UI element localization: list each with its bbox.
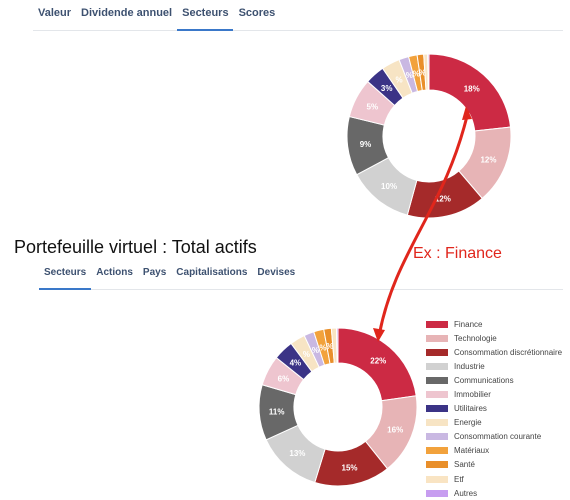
portfolio-tab-divider xyxy=(39,289,563,290)
legend-item-communications[interactable]: Communications xyxy=(426,373,562,387)
legend-swatch xyxy=(426,320,448,328)
legend-item-energie[interactable]: Energie xyxy=(426,416,562,430)
tab-actions[interactable]: Actions xyxy=(96,267,133,278)
top-tab-bar: Valeur Dividende annuel Secteurs Scores xyxy=(33,7,280,19)
legend-label: Etf xyxy=(454,474,464,484)
legend-swatch xyxy=(426,348,448,356)
top-tab-divider xyxy=(33,30,563,31)
legend-item-finance[interactable]: Finance xyxy=(426,317,562,331)
bottom-label-sante: % xyxy=(326,342,333,351)
bottom-slice-autres[interactable] xyxy=(335,327,339,364)
top-label-industrie: 10% xyxy=(381,182,397,191)
legend-label: Energie xyxy=(454,418,482,428)
top-label-finance: 18% xyxy=(464,84,480,93)
tab-devises[interactable]: Devises xyxy=(257,267,296,278)
donut-chart-top: 18% 12% 12% 10% 9% 5%3%%%%% xyxy=(346,53,512,219)
bottom-label-materiaux: % xyxy=(319,343,326,352)
tab-secteurs[interactable]: Secteurs xyxy=(44,267,87,278)
legend-label: Utilitaires xyxy=(454,404,487,414)
legend-label: Matériaux xyxy=(454,446,490,456)
bottom-label-technologie: 16% xyxy=(387,426,403,435)
bottom-label-consommation-courante: % xyxy=(312,346,319,355)
top-label-energie: % xyxy=(395,75,402,84)
legend-swatch xyxy=(426,376,448,384)
legend-label: Communications xyxy=(454,375,514,385)
tab-dividende-annuel[interactable]: Dividende annuel xyxy=(81,7,173,19)
legend-swatch xyxy=(426,334,448,342)
bottom-label-communications: 11% xyxy=(269,407,285,416)
donut-chart-bottom: 22% 16% 15% 13% 11% 6%4%%%%% xyxy=(258,327,418,487)
legend-label: Immobilier xyxy=(454,390,491,400)
legend-swatch xyxy=(426,362,448,370)
chart-legend: Finance Technologie Consommation discrétio… xyxy=(426,317,562,500)
legend-item-immobilier[interactable]: Immobilier xyxy=(426,387,562,401)
bottom-label-industrie: 13% xyxy=(289,449,305,458)
bottom-label-consommation-discretionnaire: 15% xyxy=(342,463,358,472)
bottom-label-immobilier: 6% xyxy=(278,375,290,384)
legend-label: Finance xyxy=(454,319,483,329)
legend-label: Industrie xyxy=(454,361,485,371)
legend-label: Consommation courante xyxy=(454,432,542,442)
active-tab-indicator xyxy=(39,288,91,290)
legend-swatch xyxy=(426,461,448,469)
top-label-technologie: 12% xyxy=(480,156,496,165)
legend-item-industrie[interactable]: Industrie xyxy=(426,359,562,373)
legend-swatch xyxy=(426,419,448,427)
top-slice-autres[interactable] xyxy=(427,53,430,91)
tab-capitalisations[interactable]: Capitalisations xyxy=(176,267,248,278)
top-label-communications: 9% xyxy=(360,140,372,149)
legend-swatch xyxy=(426,489,448,497)
top-label-consommation-discretionnaire: 12% xyxy=(435,194,451,203)
tab-scores[interactable]: Scores xyxy=(238,7,276,19)
legend-swatch xyxy=(426,433,448,441)
legend-swatch xyxy=(426,447,448,455)
arrow-head-bottom xyxy=(373,328,385,342)
top-label-immobilier: 5% xyxy=(367,102,379,111)
legend-label: Autres xyxy=(454,488,478,498)
top-label-consommation-courante: % xyxy=(406,71,413,80)
legend-swatch xyxy=(426,475,448,483)
legend-item-consommation-discretionnaire[interactable]: Consommation discrétionnaire xyxy=(426,345,562,359)
legend-item-technologie[interactable]: Technologie xyxy=(426,331,562,345)
legend-swatch xyxy=(426,405,448,413)
legend-label: Technologie xyxy=(454,333,497,343)
annotation-arrow xyxy=(377,110,470,338)
legend-item-utilitaires[interactable]: Utilitaires xyxy=(426,402,562,416)
legend-label: Consommation discrétionnaire xyxy=(454,347,563,357)
legend-item-sante[interactable]: Santé xyxy=(426,458,562,472)
legend-item-consommation-courante[interactable]: Consommation courante xyxy=(426,430,562,444)
top-label-materiaux: % xyxy=(413,69,420,78)
legend-item-materiaux[interactable]: Matériaux xyxy=(426,444,562,458)
page-title: Portefeuille virtuel : Total actifs xyxy=(14,237,257,257)
legend-item-autres[interactable]: Autres xyxy=(426,486,562,500)
top-label-utilitaires: 3% xyxy=(381,84,393,93)
arrow-head-top xyxy=(462,106,472,120)
tab-valeur[interactable]: Valeur xyxy=(38,7,72,19)
annotation-label: Ex : Finance xyxy=(413,245,502,262)
legend-label: Santé xyxy=(454,460,475,470)
tab-pays[interactable]: Pays xyxy=(142,267,167,278)
portfolio-tab-bar: Secteurs Actions Pays Capitalisations De… xyxy=(39,267,300,278)
top-label-sante: % xyxy=(419,68,426,77)
bottom-label-utilitaires: 4% xyxy=(290,359,302,368)
legend-swatch xyxy=(426,391,448,399)
bottom-label-finance: 22% xyxy=(370,357,386,366)
tab-secteurs[interactable]: Secteurs xyxy=(182,7,229,19)
bottom-label-energie: % xyxy=(303,350,310,359)
active-tab-indicator xyxy=(177,29,233,31)
legend-item-etf[interactable]: Etf xyxy=(426,472,562,486)
